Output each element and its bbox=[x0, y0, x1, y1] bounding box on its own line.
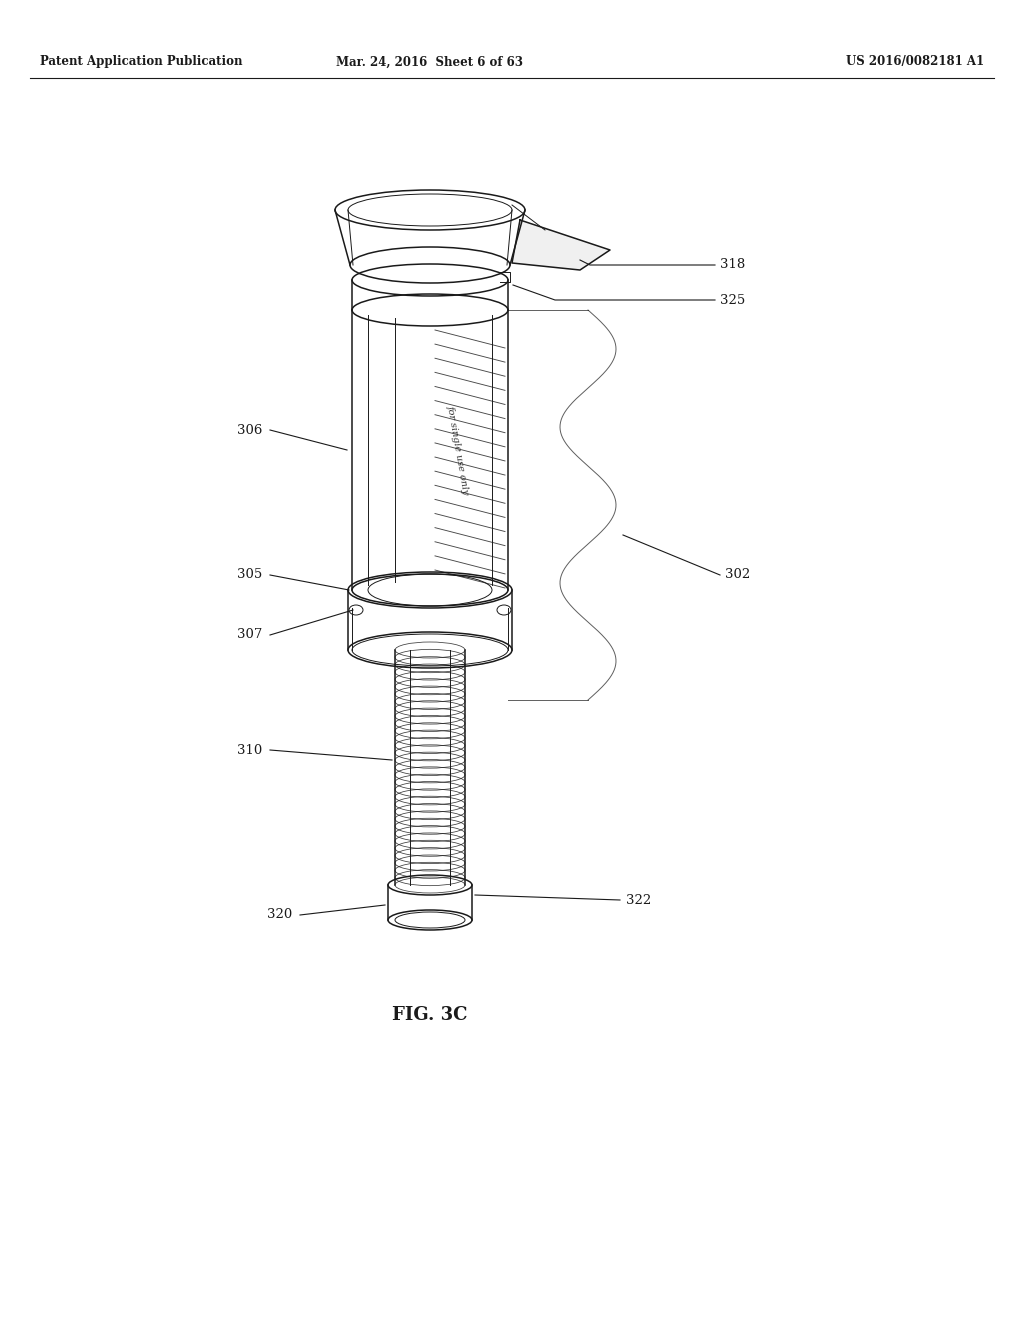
Text: 307: 307 bbox=[237, 628, 262, 642]
Text: 318: 318 bbox=[720, 259, 745, 272]
Text: Patent Application Publication: Patent Application Publication bbox=[40, 55, 243, 69]
Text: 320: 320 bbox=[266, 908, 292, 921]
Text: 306: 306 bbox=[237, 424, 262, 437]
Text: 302: 302 bbox=[725, 569, 751, 582]
Text: 325: 325 bbox=[720, 293, 745, 306]
Text: 322: 322 bbox=[626, 894, 651, 907]
Text: FIG. 3C: FIG. 3C bbox=[392, 1006, 468, 1024]
Text: for single use only: for single use only bbox=[445, 404, 470, 495]
Text: US 2016/0082181 A1: US 2016/0082181 A1 bbox=[846, 55, 984, 69]
Polygon shape bbox=[512, 220, 610, 271]
Text: 305: 305 bbox=[237, 569, 262, 582]
Text: Mar. 24, 2016  Sheet 6 of 63: Mar. 24, 2016 Sheet 6 of 63 bbox=[337, 55, 523, 69]
Text: 310: 310 bbox=[237, 743, 262, 756]
